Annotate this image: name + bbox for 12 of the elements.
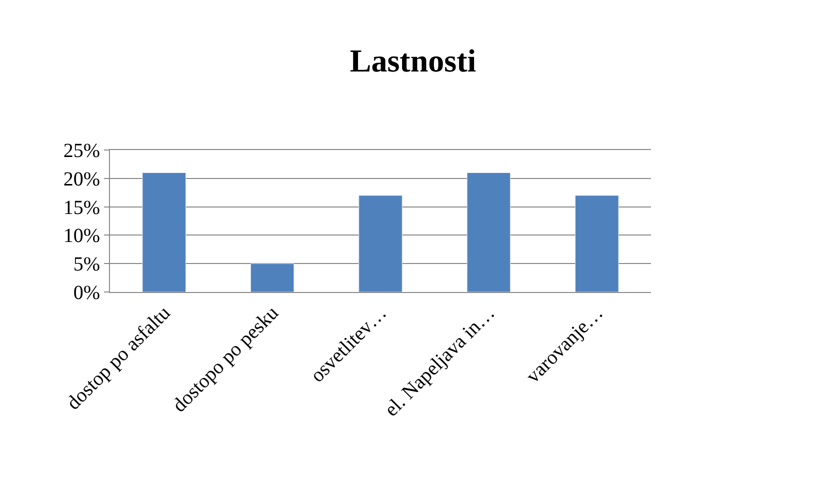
y-tick-label: 5%	[73, 254, 100, 276]
y-tick-label: 15%	[63, 196, 100, 219]
bar	[466, 172, 511, 292]
y-tick-label: 0%	[73, 282, 100, 304]
bar	[250, 263, 294, 292]
y-tick-label: 10%	[63, 225, 100, 248]
bar	[358, 195, 402, 292]
chart-title: Lastnosti	[350, 42, 476, 79]
bar	[575, 195, 619, 292]
bar	[142, 172, 186, 292]
y-tick-label: 25%	[63, 140, 100, 162]
y-tick-label: 20%	[63, 168, 100, 190]
